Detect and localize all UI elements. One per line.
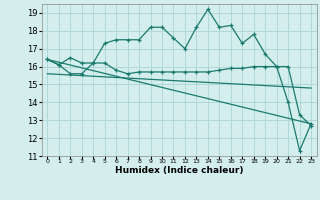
X-axis label: Humidex (Indice chaleur): Humidex (Indice chaleur) [115,166,244,175]
